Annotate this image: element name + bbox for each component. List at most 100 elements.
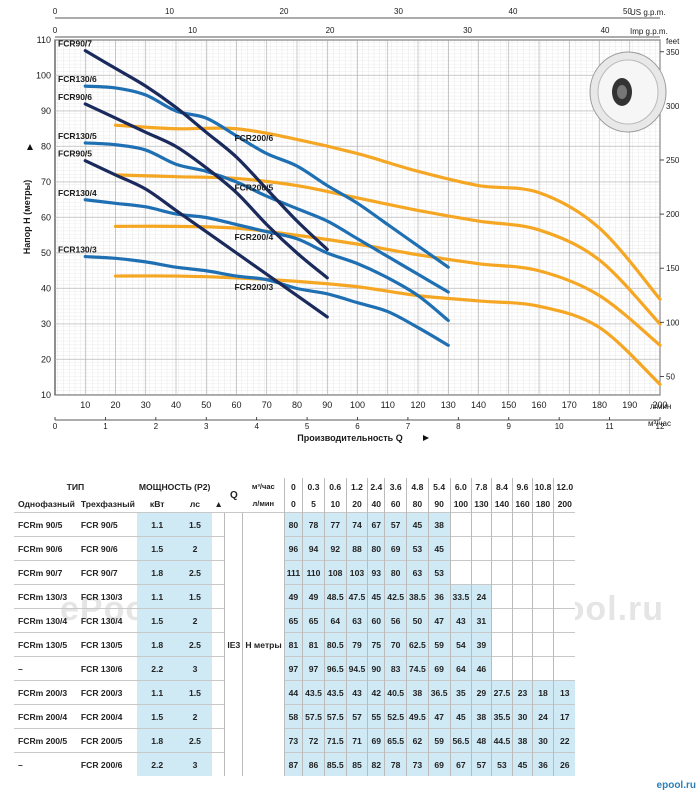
- header-lmin-value: 140: [490, 495, 513, 513]
- phase-cell: [212, 704, 225, 729]
- x-tick-label: 170: [562, 400, 577, 410]
- model-single: FCRm 90/6: [14, 536, 77, 561]
- head-value: [512, 608, 533, 633]
- feet-tick-label: 50: [666, 372, 675, 381]
- m3h-tick-label: 8: [456, 422, 461, 431]
- header-m3h-value: 6.0: [449, 478, 472, 495]
- model-single: –: [14, 656, 77, 681]
- head-value: 59: [427, 728, 450, 753]
- model-single: FCRm 130/4: [14, 608, 77, 633]
- head-value: 46: [471, 656, 492, 681]
- curve-fcr90-7: [83, 49, 329, 252]
- head-value: 42.5: [384, 584, 407, 609]
- table-row: FCRm 130/5 FCR 130/5 1.8 2.5 81 81 80.5 79 75 70 6…: [14, 632, 576, 657]
- head-value: 74.5: [406, 656, 429, 681]
- model-single: FCRm 200/4: [14, 704, 77, 729]
- power-kw: 1.1: [136, 680, 178, 705]
- header-m3h-value: 9.6: [512, 478, 533, 495]
- x-unit-label: л/мин: [650, 402, 671, 411]
- x-tick-label: 20: [110, 400, 120, 410]
- head-value: 77: [323, 512, 347, 537]
- table-row: – FCR 130/6 2.2 3 97 97 96.5 94.5 90 83 74.5 69 64 46: [14, 656, 576, 681]
- table-row: FCRm 90/7 FCR 90/7 1.8 2.5 111 110 108 103 93 80 6…: [14, 560, 576, 585]
- impeller-image: [589, 51, 667, 133]
- head-value: 38.5: [406, 584, 429, 609]
- head-value: 30: [531, 728, 554, 753]
- model-three: FCR 200/6: [76, 752, 137, 776]
- curve-fcr90-5: [83, 159, 329, 319]
- head-value: 96: [283, 536, 303, 561]
- head-value: 86: [302, 752, 325, 776]
- head-value: 64: [323, 608, 347, 633]
- head-value: 36: [427, 584, 450, 609]
- head-value: 70: [384, 632, 407, 657]
- head-value: 103: [345, 560, 368, 585]
- m3h-tick-label: 6: [355, 422, 360, 431]
- m3h-tick-label: 2: [154, 422, 159, 431]
- head-value: 67: [449, 752, 472, 776]
- head-value: 56.5: [449, 728, 472, 753]
- power-hp: 2: [177, 608, 213, 633]
- power-kw: 1.5: [136, 536, 178, 561]
- head-value: 80: [367, 536, 385, 561]
- header-type: ТИП: [66, 481, 85, 492]
- head-value: 64: [449, 656, 472, 681]
- head-value: [553, 512, 576, 537]
- head-value: [490, 608, 513, 633]
- x-tick-label: 180: [592, 400, 607, 410]
- x-tick-label: 150: [501, 400, 516, 410]
- head-value: [531, 560, 554, 585]
- head-value: 49: [283, 584, 303, 609]
- head-value: 65.5: [384, 728, 407, 753]
- series-label: FCR90/5: [58, 149, 92, 159]
- head-value: 75: [367, 632, 385, 657]
- curve-fcr130-6: [83, 84, 450, 269]
- header-lmin-value: 130: [471, 495, 492, 513]
- imp-gpm-tick-label: 30: [463, 26, 472, 35]
- table-row: FCRm 130/4 FCR 130/4 1.5 2 65 65 64 63 60 56 50 47 4…: [14, 608, 576, 633]
- model-three: FCR 200/4: [76, 704, 137, 729]
- head-value: 48.5: [323, 584, 347, 609]
- header-lmin-value: 100: [449, 495, 472, 513]
- h-label: H метры: [242, 512, 285, 776]
- head-value: 45: [449, 704, 472, 729]
- head-value: 29: [471, 680, 492, 705]
- model-single: FCRm 130/3: [14, 584, 77, 609]
- x-axis-label: Производительность Q: [297, 433, 402, 443]
- head-value: 13: [553, 680, 576, 705]
- m3h-tick-label: 12: [656, 422, 665, 431]
- head-value: 90: [367, 656, 385, 681]
- head-value: 81: [302, 632, 325, 657]
- head-value: 97: [302, 656, 325, 681]
- head-value: 27.5: [490, 680, 513, 705]
- head-value: 48: [471, 728, 492, 753]
- m3h-tick-label: 11: [605, 422, 614, 431]
- head-value: 45: [406, 512, 429, 537]
- head-value: 81: [283, 632, 303, 657]
- curve-fcr130-4: [83, 198, 450, 323]
- model-three: FCR 200/3: [76, 680, 137, 705]
- series-label: FCR200/6: [234, 133, 273, 143]
- y-tick-label: 30: [41, 319, 51, 329]
- head-value: 80: [384, 560, 407, 585]
- head-value: 38: [512, 728, 533, 753]
- head-value: 38: [471, 704, 492, 729]
- head-value: [490, 512, 513, 537]
- header-blank: [212, 478, 225, 495]
- header-hp: лс: [189, 498, 201, 509]
- power-hp: 1.5: [177, 512, 213, 537]
- power-hp: 3: [177, 752, 213, 776]
- major-grid: [55, 39, 661, 396]
- series-label: FCR130/5: [58, 131, 97, 141]
- head-value: 57: [345, 704, 368, 729]
- head-value: 96.5: [323, 656, 347, 681]
- m3h-tick-label: 5: [305, 422, 310, 431]
- header-m3h-value: 0: [283, 478, 303, 495]
- x-tick-label: 190: [622, 400, 637, 410]
- head-value: [490, 632, 513, 657]
- header-m3h-value: 0.3: [302, 478, 325, 495]
- model-three: FCR 130/6: [76, 656, 137, 681]
- feet-tick-label: 200: [666, 210, 680, 219]
- header-lmin-value: 200: [553, 495, 576, 513]
- head-value: 53: [406, 536, 429, 561]
